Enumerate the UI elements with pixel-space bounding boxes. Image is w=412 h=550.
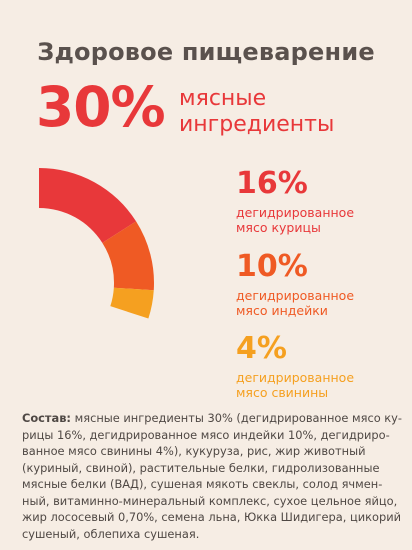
turkey-description: дегидрированное мясо индейки — [236, 288, 354, 318]
pork-description-line1: дегидрированное — [236, 370, 355, 385]
composition-line: Состав: мясные ингредиенты 30% (дегидрир… — [22, 410, 402, 427]
chicken-description-line1: дегидрированное — [236, 205, 355, 220]
composition-line: ный, витаминно-минеральный комплекс, сух… — [22, 493, 398, 508]
composition-label: Состав: — [22, 411, 71, 425]
chicken-description: дегидрированное мясо курицы — [236, 205, 354, 235]
legend-item-pork: 4% дегидрированное мясо свинины — [236, 331, 354, 401]
legend-item-chicken: 16% дегидрированное мясо курицы — [236, 166, 354, 236]
chicken-description-line2: мясо курицы — [236, 220, 321, 235]
composition-line: рицы 16%, дегидрированное мясо индейки 1… — [22, 427, 390, 442]
total-meat-percent: 30% — [36, 75, 166, 139]
composition-text: Состав: мясные ингредиенты 30% (дегидрир… — [22, 410, 402, 542]
turkey-description-line1: дегидрированное — [236, 288, 355, 303]
composition-line: жир лососевый 0,70%, семена льна, Юкка Ш… — [22, 510, 402, 524]
pork-description-line2: мясо свинины — [236, 385, 329, 400]
meat-donut-chart — [39, 168, 154, 319]
composition-line: мясные белки (ВАД), сушеная мякоть свекл… — [22, 477, 383, 491]
donut-slice-pork — [110, 287, 154, 319]
turkey-description-line2: мясо индейки — [236, 303, 328, 318]
composition-line: сушеный, облепиха сушеная. — [22, 526, 200, 541]
pork-percent: 4% — [236, 331, 287, 366]
composition-line: ванное мясо свинины 4%), кукуруза, рис, … — [22, 444, 366, 458]
total-meat-label: мясные ингредиенты — [179, 86, 334, 138]
chicken-percent: 16% — [236, 166, 308, 201]
pork-description: дегидрированное мясо свинины — [236, 370, 354, 400]
composition-line-text: мясные ингредиенты 30% (дегидрированное … — [71, 411, 403, 425]
total-meat-label-line1: мясные — [179, 86, 267, 111]
composition-line: (куриный, свиной), растительные белки, г… — [22, 460, 380, 475]
donut-slice-turkey — [102, 221, 154, 291]
legend-item-turkey: 10% дегидрированное мясо индейки — [236, 249, 354, 319]
turkey-percent: 10% — [236, 249, 308, 284]
total-meat-label-line2: ингредиенты — [179, 112, 335, 137]
page-title: Здоровое пищеварение — [37, 38, 375, 66]
donut-slice-chicken — [39, 168, 137, 243]
